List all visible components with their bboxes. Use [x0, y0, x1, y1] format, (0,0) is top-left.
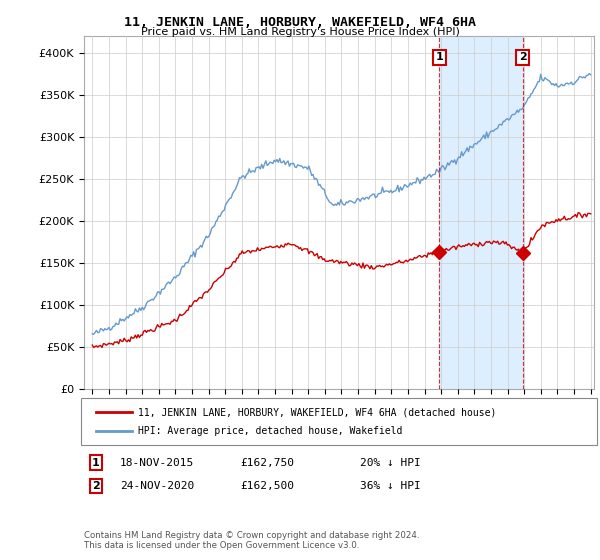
Text: Contains HM Land Registry data © Crown copyright and database right 2024.
This d: Contains HM Land Registry data © Crown c… — [84, 530, 419, 550]
Text: 20% ↓ HPI: 20% ↓ HPI — [360, 458, 421, 468]
Text: 24-NOV-2020: 24-NOV-2020 — [120, 481, 194, 491]
Text: 1: 1 — [435, 53, 443, 62]
Text: HPI: Average price, detached house, Wakefield: HPI: Average price, detached house, Wake… — [138, 426, 403, 436]
Text: £162,500: £162,500 — [240, 481, 294, 491]
Text: 36% ↓ HPI: 36% ↓ HPI — [360, 481, 421, 491]
Text: 11, JENKIN LANE, HORBURY, WAKEFIELD, WF4 6HA (detached house): 11, JENKIN LANE, HORBURY, WAKEFIELD, WF4… — [138, 407, 496, 417]
Text: 2: 2 — [518, 53, 526, 62]
Text: 18-NOV-2015: 18-NOV-2015 — [120, 458, 194, 468]
Text: Price paid vs. HM Land Registry's House Price Index (HPI): Price paid vs. HM Land Registry's House … — [140, 27, 460, 37]
Text: £162,750: £162,750 — [240, 458, 294, 468]
Text: 2: 2 — [92, 481, 100, 491]
Text: 1: 1 — [92, 458, 100, 468]
Bar — [439, 36, 523, 389]
Text: 11, JENKIN LANE, HORBURY, WAKEFIELD, WF4 6HA: 11, JENKIN LANE, HORBURY, WAKEFIELD, WF4… — [124, 16, 476, 29]
